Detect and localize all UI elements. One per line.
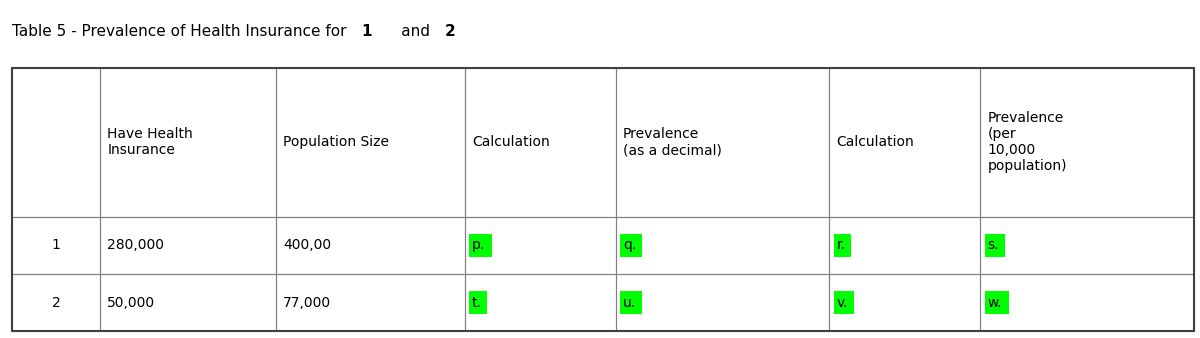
Bar (829, 217, 980, 274)
Bar (980, 68, 1194, 217)
Bar (616, 68, 829, 217)
Bar (469, 234, 492, 257)
Bar (834, 291, 854, 314)
Text: v.: v. (836, 295, 848, 310)
Bar (464, 68, 616, 217)
Bar (980, 274, 1194, 331)
Text: p.: p. (472, 238, 485, 252)
Bar (276, 217, 464, 274)
Bar (100, 274, 276, 331)
Bar (980, 274, 1194, 331)
Bar (985, 234, 1004, 257)
Bar (464, 274, 616, 331)
Bar (276, 68, 464, 217)
Text: 77,000: 77,000 (283, 295, 331, 310)
Bar (616, 274, 829, 331)
Text: and: and (372, 24, 444, 39)
Text: Calculation: Calculation (472, 135, 550, 149)
Text: Table 5 - Prevalence of Health Insurance for: Table 5 - Prevalence of Health Insurance… (12, 24, 361, 39)
Text: 280,000: 280,000 (107, 238, 164, 252)
Bar (12, 68, 100, 217)
Bar (12, 217, 100, 274)
Bar (464, 217, 616, 274)
Text: Have Health
Insurance: Have Health Insurance (107, 127, 193, 157)
Bar (100, 274, 276, 331)
Bar (12, 68, 1194, 331)
Bar (12, 68, 100, 217)
Text: 400,00: 400,00 (283, 238, 331, 252)
Bar (829, 217, 980, 274)
Text: Population Size: Population Size (283, 135, 389, 149)
Bar (620, 234, 642, 257)
Bar (829, 68, 980, 217)
Bar (620, 291, 642, 314)
Bar (100, 68, 276, 217)
Bar (980, 68, 1194, 217)
Bar (276, 274, 464, 331)
Text: 1: 1 (361, 24, 372, 39)
Bar (616, 217, 829, 274)
Bar (100, 217, 276, 274)
Bar (464, 274, 616, 331)
Text: Prevalence
(as a decimal): Prevalence (as a decimal) (623, 127, 721, 157)
Bar (12, 217, 100, 274)
Text: 50,000: 50,000 (107, 295, 155, 310)
Bar (829, 68, 980, 217)
Bar (276, 217, 464, 274)
Text: r.: r. (836, 238, 846, 252)
Text: 2: 2 (52, 295, 60, 310)
Bar (616, 68, 829, 217)
Bar (616, 217, 829, 274)
Bar (464, 68, 616, 217)
Bar (100, 68, 276, 217)
Bar (464, 217, 616, 274)
Text: s.: s. (988, 238, 998, 252)
Text: Calculation: Calculation (836, 135, 914, 149)
Bar (829, 274, 980, 331)
Bar (616, 274, 829, 331)
Bar (276, 274, 464, 331)
Bar (276, 68, 464, 217)
Text: Prevalence
(per
10,000
population): Prevalence (per 10,000 population) (988, 111, 1067, 173)
Bar (980, 217, 1194, 274)
Bar (100, 217, 276, 274)
Text: 2: 2 (444, 24, 455, 39)
Text: u.: u. (623, 295, 636, 310)
Bar (12, 274, 100, 331)
Bar (980, 217, 1194, 274)
Bar (985, 291, 1009, 314)
Text: t.: t. (472, 295, 481, 310)
Bar (834, 234, 851, 257)
Text: 1: 1 (52, 238, 60, 252)
Bar (829, 274, 980, 331)
Text: w.: w. (988, 295, 1002, 310)
Text: q.: q. (623, 238, 636, 252)
Bar (469, 291, 487, 314)
Bar (12, 274, 100, 331)
